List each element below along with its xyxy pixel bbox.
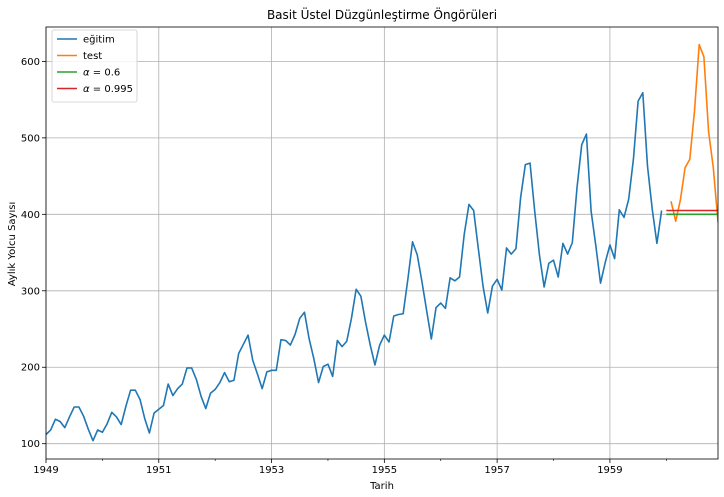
y-tick-label: 300 bbox=[21, 286, 40, 297]
plot-frame bbox=[45, 26, 719, 460]
axis-ticks: 1949 1951 1953 1955 1957 1959 100 200 300 400 500 6… bbox=[21, 57, 667, 476]
plot-area bbox=[46, 27, 718, 459]
y-tick-label: 600 bbox=[21, 57, 40, 68]
legend-box bbox=[51, 29, 138, 103]
x-tick-label: 1955 bbox=[372, 465, 397, 476]
series-line-1 bbox=[46, 91, 663, 442]
x-tick-label: 1953 bbox=[259, 465, 284, 476]
y-tick-label: 100 bbox=[21, 439, 40, 450]
legend-label: α = 0.995 bbox=[83, 84, 133, 95]
x-axis-label: Tarih bbox=[369, 481, 394, 492]
series-line-2 bbox=[670, 43, 718, 223]
grid-lines bbox=[45, 27, 718, 459]
y-axis-label: Aylık Yolcu Sayısı bbox=[7, 202, 18, 286]
chart-title: Basit Üstel Düzgünleştirme Öngörüleri bbox=[267, 6, 497, 22]
legend-label: α = 0.6 bbox=[83, 68, 120, 79]
y-tick-label: 500 bbox=[21, 133, 40, 144]
legend-label: test bbox=[83, 51, 102, 62]
x-tick-label: 1957 bbox=[484, 465, 509, 476]
x-tick-label: 1949 bbox=[33, 465, 58, 476]
legend: eğitim test α = 0.6 α = 0.995 bbox=[51, 29, 138, 103]
y-tick-label: 200 bbox=[21, 363, 40, 374]
x-tick-label: 1959 bbox=[597, 465, 622, 476]
y-tick-label: 400 bbox=[21, 210, 40, 221]
x-tick-label: 1951 bbox=[146, 465, 171, 476]
legend-label: eğitim bbox=[83, 34, 115, 46]
series-lines bbox=[46, 43, 718, 442]
